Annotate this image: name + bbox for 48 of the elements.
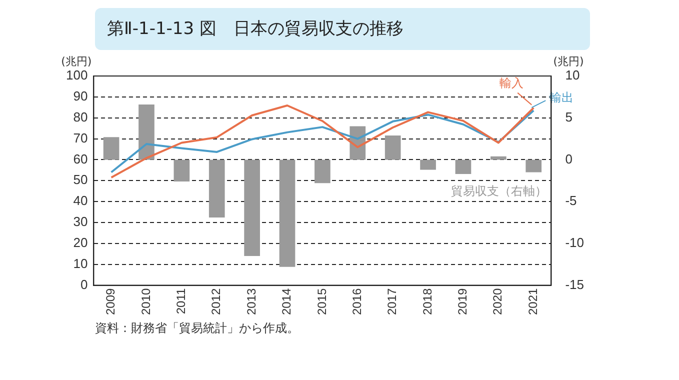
y-tick-label: 100 xyxy=(66,68,88,83)
y2-tick-label: 5 xyxy=(565,109,572,124)
x-tick-label: 2016 xyxy=(350,288,364,316)
y-tick-label: 10 xyxy=(73,256,88,271)
text: 資料：財務省「貿易統計」から作成。 xyxy=(95,320,299,337)
bar xyxy=(526,160,542,172)
y-tick-label: 0 xyxy=(80,276,88,292)
bar xyxy=(455,160,472,174)
y-tick-label: 30 xyxy=(73,214,88,230)
bar xyxy=(384,135,401,160)
bar xyxy=(314,160,330,184)
y2-tick-label: 10 xyxy=(565,68,580,83)
x-tick-label: 2018 xyxy=(420,288,434,316)
bar xyxy=(279,160,296,267)
x-tick-label: 2009 xyxy=(104,288,118,316)
y2-tick-label: -5 xyxy=(565,193,577,208)
x-tick-label: 2010 xyxy=(138,288,153,316)
x-tick-label: 2017 xyxy=(385,288,400,316)
bar xyxy=(420,160,436,170)
bar xyxy=(138,104,154,160)
x-tick-label: 2012 xyxy=(209,288,224,316)
bar xyxy=(490,156,506,160)
x-tick-label: 2013 xyxy=(244,288,258,316)
bar xyxy=(174,160,190,182)
x-tick-label: 2014 xyxy=(280,288,294,316)
series-label: 輸入 xyxy=(500,76,524,90)
bar xyxy=(103,137,120,160)
y2-tick-label: -15 xyxy=(565,276,584,292)
y2-tick-label: -10 xyxy=(565,235,584,250)
y-tick-label: 70 xyxy=(73,130,88,146)
y-tick-label: 20 xyxy=(73,235,88,250)
chart-title: 第Ⅱ-1-1-13 図 日本の貿易収支の推移 xyxy=(95,8,590,50)
y-tick-label: 90 xyxy=(73,88,88,104)
bar xyxy=(208,160,225,218)
y-tick-label: 60 xyxy=(73,151,88,166)
y-tick-label: 50 xyxy=(73,172,88,188)
y-axis-title: (兆円) xyxy=(61,54,92,68)
x-tick-label: 2019 xyxy=(456,288,470,316)
x-tick-label: 2021 xyxy=(526,288,540,316)
x-tick-label: 2020 xyxy=(490,288,505,316)
y2-axis-title: (兆円) xyxy=(553,54,584,68)
series-label: 貿易収支（右軸） xyxy=(451,184,548,198)
y-tick-label: 40 xyxy=(73,193,88,208)
x-tick-label: 2011 xyxy=(174,288,188,314)
y-tick-label: 80 xyxy=(73,109,88,124)
x-tick-label: 2015 xyxy=(314,288,329,316)
y2-tick-label: 0 xyxy=(565,151,572,166)
bar xyxy=(244,160,260,256)
